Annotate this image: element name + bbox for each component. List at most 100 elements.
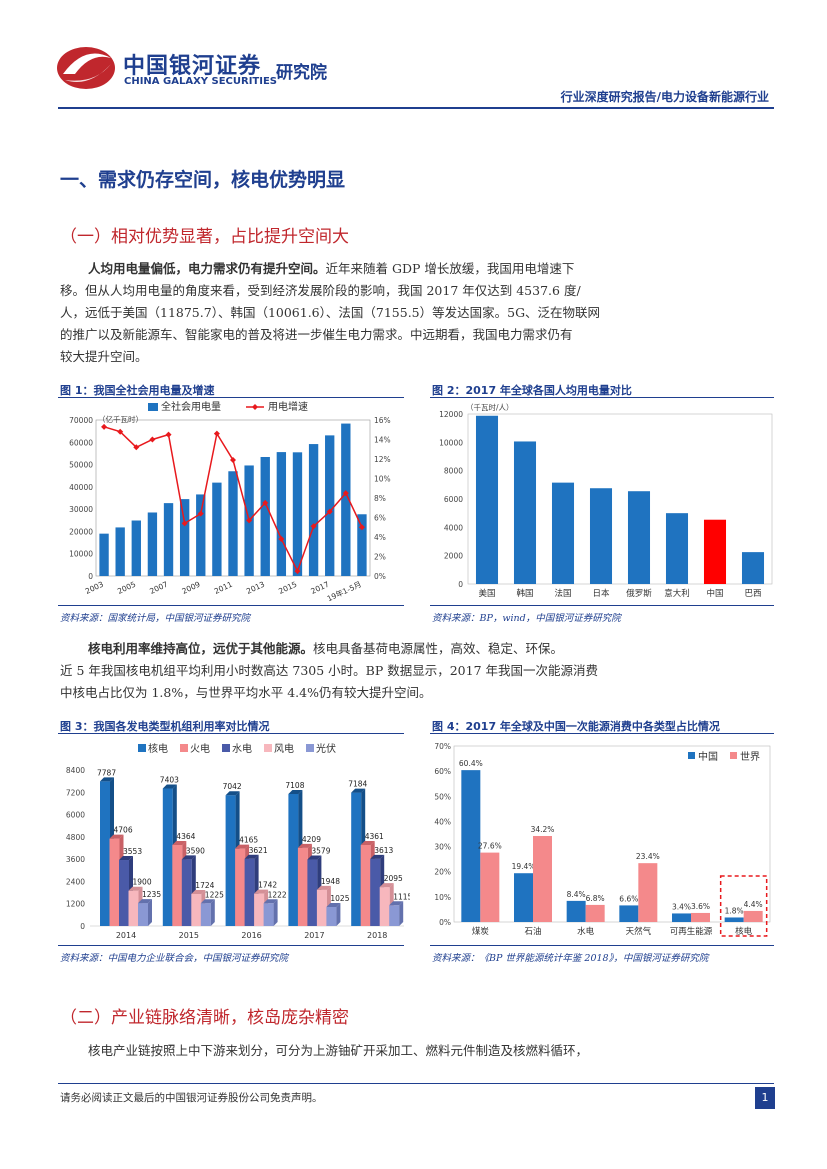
legend-label: 全社会用电量 [161,400,221,413]
header: 中国银河证券 CHINA GALAXY SECURITIES 研究院 行业深度研… [0,0,827,112]
data-label: 7108 [285,781,304,790]
data-label: 7042 [223,782,242,791]
bar [297,847,308,926]
subsection-title-2: （二）产业链脉络清晰，核岛庞杂精密 [60,1008,349,1028]
data-label: 3.4% [672,902,691,911]
growth-point [278,535,285,542]
y2-tick-label: 6% [374,514,386,523]
data-label: 7403 [160,776,179,785]
bar [619,905,639,922]
institute-label: 研究院 [276,63,327,83]
bar-top [225,791,240,796]
bar [100,781,110,926]
data-label: 1742 [258,881,277,890]
y-tick-label: 70% [434,742,451,751]
x-tick-label: 2018 [367,931,387,940]
bar-top [128,886,143,891]
data-label: 4706 [114,826,133,835]
bar [228,471,238,576]
fig4-chart: 0% 10% 20% 30% 40% 50% 60% 70% 中国 世界 60.4% 27.6% 煤炭 1… [434,742,771,937]
bar [308,444,319,576]
bar-top [307,855,322,860]
bar-top [360,841,375,846]
data-label: 1724 [195,881,214,890]
bar [533,836,552,922]
bar [163,503,174,576]
data-label: 2095 [384,874,403,883]
fig3-title: 图 3：我国各发电类型机组利用率对比情况 [60,720,270,733]
plot-frame [467,413,773,585]
data-label: 3553 [123,847,142,856]
bar [672,913,691,922]
growth-point [213,430,220,437]
bar-top [191,889,206,894]
y-tick-label: 6000 [444,495,463,504]
fig2-source: 资料来源：BP，wind，中国银河证券研究院 [432,613,621,624]
bar [513,441,537,584]
x-tick-label: 法国 [554,588,571,599]
legend-label: 火电 [190,742,210,755]
x-tick-label: 2007 [148,580,169,596]
bar [341,423,351,576]
bar [326,906,337,926]
bar-top [200,899,215,904]
bar [138,903,148,926]
data-label: 1222 [268,890,287,899]
y2-tick-label: 2% [374,553,386,562]
growth-point [165,431,172,438]
bar [724,917,744,922]
data-label: 3579 [311,847,330,856]
bar-side [148,899,152,926]
bar-top [389,901,404,906]
y-tick-label: 0% [439,918,451,927]
bar-top [263,899,278,904]
growth-point [358,524,365,531]
bar [131,520,141,576]
bar [128,890,139,926]
bar-top [244,854,259,859]
data-label: 23.4% [636,852,660,861]
bar [196,494,206,576]
y-tick-label: 8400 [66,766,85,775]
y-tick-label: 30000 [69,505,93,514]
bar-top [316,885,331,890]
bar [589,488,613,584]
y-tick-label: 60000 [69,438,93,447]
x-tick-label: 19年1-5月 [325,579,363,604]
bar-top [162,784,177,789]
bar [244,858,255,926]
footer-rule [58,1083,774,1084]
logo-cn: 中国银河证券 [123,54,262,79]
legend-swatch [222,744,230,752]
y-tick-label: 20% [434,868,451,877]
x-tick-label: 2003 [84,580,105,596]
bar [351,792,362,926]
data-label: 1225 [205,890,224,899]
y-tick-label: 40000 [69,483,93,492]
bar [179,499,190,576]
data-label: 4364 [176,832,195,841]
y2-tick-label: 14% [374,436,391,445]
bar [566,900,586,922]
subsection-title-1: （一）相对优势显著，占比提升空间大 [60,227,349,247]
growth-point [181,520,188,527]
data-label: 4165 [239,836,258,845]
x-tick-label: 2005 [116,580,137,596]
bar [115,527,125,576]
data-label: 19.4% [512,862,536,871]
legend-swatch-bar [148,403,158,411]
bar [99,533,109,576]
data-label: 3.6% [691,902,710,911]
bar [263,903,274,926]
paragraph-1-bold: 人均用电量偏低，电力需求仍有提升空间。 [88,261,326,276]
x-tick-label: 韩国 [516,588,533,599]
x-tick-label: 2015 [277,580,298,596]
bar-side [273,899,278,926]
bar-top [181,855,196,860]
y-axis-unit: （千瓦时/人） [466,402,514,412]
fig2-chart: 0 2000 4000 6000 8000 10000 12000（千瓦时/人） 美国 韩国 法国… [439,402,773,599]
bar [212,482,222,576]
legend-label: 用电增速 [268,400,308,413]
legend-swatch-marker [252,404,258,410]
x-tick-label: 俄罗斯 [626,588,652,599]
